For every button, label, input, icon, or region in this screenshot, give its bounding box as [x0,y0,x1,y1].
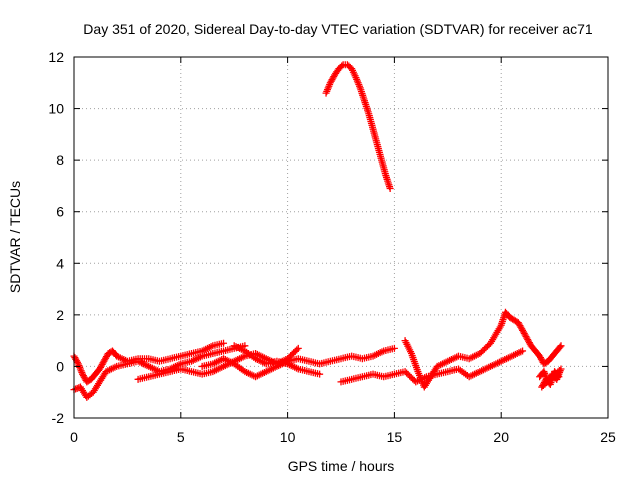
y-tick-label: 10 [48,101,64,117]
data-point [386,185,394,193]
data-point [338,62,346,70]
y-tick-label: 2 [56,307,64,323]
series-arc-e [230,342,324,378]
data-point [557,342,565,350]
data-point [293,346,301,354]
data-point [294,344,302,352]
y-tick-label: 6 [56,204,64,220]
data-point [555,373,563,381]
y-tick-label: 12 [48,49,64,65]
series-arc-h [536,365,565,391]
series-arc-b [70,342,249,401]
y-axis-label: SDTVAR / TECUs [7,181,23,293]
series-arc-a [70,339,228,386]
series-arc-d [198,344,398,381]
data-point [220,339,228,347]
y-tick-label: 0 [56,358,64,374]
data-point [316,370,324,378]
data-point [73,358,81,366]
series-arc-high [322,61,394,193]
data-point [519,347,527,355]
data-point [557,365,565,373]
data-point [555,367,563,375]
plot-frame [73,56,609,419]
data-point [556,343,564,351]
x-tick-label: 5 [177,429,185,445]
x-axis-label: GPS time / hours [288,458,395,474]
y-tick-label: 8 [56,152,64,168]
axis-ticks: 0 5 10 15 20 25 -2 0 2 4 6 8 10 12 [48,49,616,445]
y-tick-label: -2 [52,410,65,426]
data-point [554,371,562,379]
x-tick-label: 10 [280,429,296,445]
x-tick-label: 0 [70,429,78,445]
x-tick-label: 15 [387,429,403,445]
y-tick-label: 4 [56,255,64,271]
grid-lines [74,57,608,418]
series-arc-f [337,347,527,386]
data-point [390,344,398,352]
series-arc-g [401,308,565,391]
x-tick-label: 20 [493,429,509,445]
data-layer [70,61,565,401]
chart-title: Day 351 of 2020, Sidereal Day-to-day VTE… [83,21,593,37]
x-tick-label: 25 [600,429,616,445]
